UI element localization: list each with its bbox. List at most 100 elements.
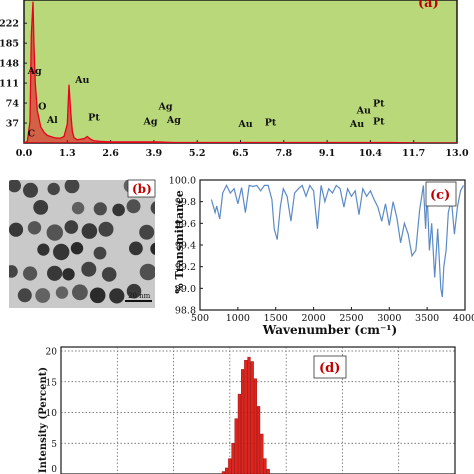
panel-a-peak-label: Al (46, 115, 58, 126)
panel-a-x-tick-label: 3.9 (146, 148, 163, 159)
panel-b-particle (129, 241, 143, 256)
panel-b-particle (89, 287, 106, 304)
panel-b-tag: (b) (132, 182, 152, 196)
panel-a-x-tick-label: 0.0 (16, 148, 33, 159)
panel-b-particle (47, 182, 60, 196)
panel-c-tag: (c) (430, 188, 450, 203)
panel-a-peak-label: Au (237, 119, 252, 130)
panel-c-x-tick-labels: 500 1000 1500 2000 2500 3000 3500 4000 (191, 313, 474, 324)
panel-b-particle (33, 200, 49, 215)
panel-c-plot-area (199, 179, 466, 311)
panel-a-y-tick-label: 222 (0, 19, 19, 30)
panel-b-particle (70, 242, 84, 255)
panel-d-y-tick-label: 0 (51, 465, 57, 474)
panel-c-y-tick-label: 98.8 (175, 306, 196, 317)
panel-a-peak-label: O (38, 102, 46, 113)
panel-b-particle (64, 180, 80, 194)
panel-a-peak-label: Au (356, 105, 371, 116)
panel-b-particle (47, 265, 63, 281)
panel-c-y-tick-label: 100.0 (169, 176, 196, 187)
panel-a-peak-label: Au (349, 119, 364, 130)
panel-c-label-box (425, 181, 457, 207)
panel-d-y-tick-label: 15 (46, 378, 58, 388)
panel-a-peak-label: Pt (265, 118, 277, 129)
panel-b-particle (93, 202, 107, 216)
panel-b-particle (112, 203, 125, 217)
panel-a-y-tick-label: 74 (6, 99, 20, 110)
panel-a-x-tick-label: 7.8 (276, 148, 293, 159)
panel-a-plot-area (23, 0, 458, 144)
panel-b-particle (46, 224, 63, 241)
panel-a-x-tick-label: 11.7 (402, 148, 425, 159)
panel-d-y-tick-labels: 0 5 10 15 20 (46, 348, 58, 474)
panel-b-particle (126, 199, 141, 214)
panel-c-x-tick-label: 4000 (453, 313, 474, 324)
panel-d-bar (257, 406, 261, 474)
panel-d-bar (234, 418, 238, 474)
panel-c-y-tick-label: 99.0 (175, 284, 196, 295)
panel-b-particle (53, 243, 70, 261)
panel-a-tag: (a) (418, 0, 439, 11)
panel-b-particle (93, 246, 107, 260)
panel-b-particle (55, 286, 69, 299)
panel-b-particle (64, 220, 79, 234)
panel-b-particle (139, 224, 155, 240)
panel-a-x-tick-label: 10.4 (359, 148, 383, 159)
panel-c-x-tick-label: 1500 (264, 313, 288, 324)
panel-b-particle (71, 201, 85, 215)
panel-d-bar (250, 361, 254, 474)
panel-a-y-tick-label: 148 (0, 59, 19, 70)
panel-a-y-tick-label: 37 (6, 119, 19, 130)
panel-b-particle (9, 265, 18, 278)
panel-b-particle (35, 288, 51, 303)
panel-d-bar (221, 471, 225, 474)
panel-d-bar (260, 433, 264, 474)
panel-d-label-box (313, 355, 347, 379)
panel-c-x-tick-label: 2000 (301, 313, 325, 324)
panel-c-x-axis-label: Wavenumber (cm⁻¹) (262, 323, 397, 337)
panel-d-bar (266, 468, 270, 474)
panel-c-x-tick-label: 2500 (339, 313, 363, 324)
panel-a-spectrum-line (24, 1, 457, 143)
panel-c-y-tick-label: 99.2 (175, 262, 196, 273)
panel-b-particle (150, 201, 155, 215)
panel-a-x-tick-label: 1.3 (59, 148, 76, 159)
panel-a-x-tick-label: 2.6 (102, 148, 119, 159)
panel-c-x-tick-label: 3000 (377, 313, 401, 324)
panel-a-peak-label: Ag (158, 102, 173, 113)
panel-b-particle (150, 242, 155, 255)
panel-c-y-tick-labels: 98.8 99.0 99.2 99.4 99.6 99.8 100.0 (169, 176, 196, 317)
panel-d-y-axis-label: Intensity (Percent) (38, 367, 49, 473)
panel-c-y-axis-label: % Transmittance (173, 190, 186, 294)
panel-a-peak-label: Pt (373, 117, 385, 128)
panel-b-particle (101, 267, 117, 282)
panel-b-particle (126, 283, 142, 299)
panel-a-peak-label: C (28, 129, 36, 140)
panel-d-y-tick-label: 5 (51, 440, 57, 450)
panel-b-particle (72, 284, 88, 301)
panel-c-spectrum-line (210, 184, 465, 298)
panel-b-particle (62, 268, 75, 281)
panel-a-peak-label: Au (74, 75, 89, 86)
panel-b-particle (17, 288, 32, 303)
panel-b-particle (23, 266, 38, 281)
panel-d-y-tick-label: 20 (46, 348, 58, 358)
panel-d-bar (244, 360, 248, 474)
panel-a-peak-label: Ag (27, 66, 42, 77)
panel-d-bar (263, 458, 267, 474)
panel-b-label-box (127, 179, 156, 198)
panel-c-x-tick-label: 1000 (226, 313, 250, 324)
panel-a-y-tick-labels: 37 74 111 148 185 222 (0, 19, 19, 130)
panel-a-peak-label: Pt (373, 98, 385, 109)
panel-a-y-tick-label: 185 (0, 39, 19, 50)
panel-b-particle (98, 221, 114, 237)
panel-b-particle (9, 180, 21, 193)
panel-b-particle (109, 288, 125, 304)
panel-d-y-tick-label: 10 (46, 409, 58, 419)
panel-a-y-tick-label: 111 (0, 79, 19, 90)
panel-c-ftir: 98.8 99.0 99.2 99.4 99.6 99.8 100.0 500 1000 150… (169, 176, 474, 338)
panel-b-particle (27, 221, 42, 235)
